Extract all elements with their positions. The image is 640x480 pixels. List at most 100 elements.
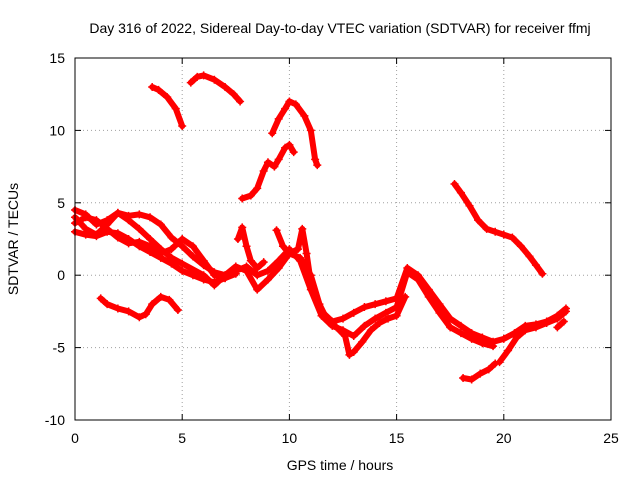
x-axis-ticks: 0 5 10 15 20 25 <box>71 58 619 446</box>
data-series <box>71 71 570 384</box>
data-point <box>238 194 247 203</box>
data-point <box>221 271 230 280</box>
data-point <box>371 300 380 309</box>
data-point <box>375 318 384 327</box>
data-point <box>531 323 540 332</box>
data-point <box>341 332 350 341</box>
data-point <box>553 314 562 323</box>
data-point <box>124 235 133 243</box>
data-point <box>281 104 290 113</box>
data-point <box>103 300 112 309</box>
data-point <box>199 275 208 284</box>
data-point <box>141 310 150 319</box>
series-line <box>451 181 546 277</box>
data-point <box>296 256 305 265</box>
data-point <box>242 242 251 251</box>
data-point <box>482 224 491 233</box>
data-point <box>358 337 367 346</box>
data-point <box>476 369 485 378</box>
data-point <box>210 278 219 287</box>
data-point <box>300 111 309 120</box>
y-tick-label: -10 <box>45 412 65 428</box>
series-line <box>149 84 186 130</box>
series-arc10 <box>233 223 268 272</box>
data-point <box>274 155 283 164</box>
data-point <box>146 235 155 243</box>
data-point <box>156 220 165 229</box>
data-point <box>178 242 187 251</box>
data-point <box>124 307 133 316</box>
series-line <box>273 225 409 358</box>
data-point <box>238 223 247 232</box>
data-point <box>146 248 155 257</box>
data-point <box>285 97 294 106</box>
data-point <box>478 339 487 348</box>
data-point <box>253 184 262 193</box>
data-point <box>274 263 283 272</box>
series-line <box>239 141 297 202</box>
data-point <box>456 188 465 197</box>
data-point <box>293 245 302 254</box>
y-tick-label: 15 <box>49 50 65 66</box>
data-point <box>542 318 551 327</box>
data-point <box>178 266 187 275</box>
data-point <box>323 317 332 326</box>
data-point <box>516 242 525 251</box>
data-point <box>521 326 530 335</box>
chart-title: Day 316 of 2022, Sidereal Day-to-day VTE… <box>89 20 590 36</box>
data-point <box>298 224 307 233</box>
data-point <box>167 245 176 254</box>
y-tick-label: 10 <box>49 122 65 138</box>
data-point <box>178 259 187 268</box>
series-arc9 <box>268 97 322 170</box>
data-point <box>135 313 144 322</box>
data-point <box>124 211 133 220</box>
data-point <box>199 71 208 80</box>
data-point <box>113 208 122 217</box>
series-arc5 <box>96 292 182 322</box>
data-point <box>311 155 320 164</box>
data-point <box>167 233 176 242</box>
x-axis-label: GPS time / hours <box>287 457 394 473</box>
data-point <box>178 122 187 131</box>
series-arc14 <box>495 307 570 367</box>
data-point <box>154 85 163 94</box>
data-point <box>366 326 375 335</box>
series-line <box>97 293 181 321</box>
series-arc15 <box>553 317 568 332</box>
data-point <box>156 253 165 262</box>
data-point <box>504 346 513 355</box>
data-point <box>465 201 474 210</box>
x-tick-label: 0 <box>71 430 79 446</box>
x-tick-label: 10 <box>282 430 298 446</box>
data-point <box>499 230 508 239</box>
series-arc13 <box>459 359 500 384</box>
data-point <box>289 148 298 157</box>
series-arc12 <box>450 179 547 278</box>
data-point <box>274 114 283 123</box>
data-point <box>414 275 423 284</box>
data-point <box>553 323 562 332</box>
data-point <box>259 258 268 267</box>
x-tick-label: 25 <box>603 430 619 446</box>
data-point <box>186 78 195 87</box>
data-point <box>349 308 358 317</box>
data-point <box>384 314 393 323</box>
data-point <box>315 300 324 309</box>
data-point <box>559 317 568 326</box>
series-line <box>72 228 497 350</box>
data-point <box>349 347 358 356</box>
data-point <box>135 242 144 251</box>
data-point <box>345 350 354 359</box>
data-point <box>525 252 534 261</box>
data-point <box>403 268 412 277</box>
y-axis-ticks: -10 -5 0 5 10 15 <box>45 50 611 428</box>
data-point <box>424 292 433 301</box>
data-point <box>148 82 157 91</box>
data-point <box>381 297 390 306</box>
data-point <box>146 213 155 222</box>
data-point <box>210 268 219 277</box>
data-point <box>167 259 176 268</box>
data-point <box>263 158 272 167</box>
data-point <box>360 321 369 330</box>
